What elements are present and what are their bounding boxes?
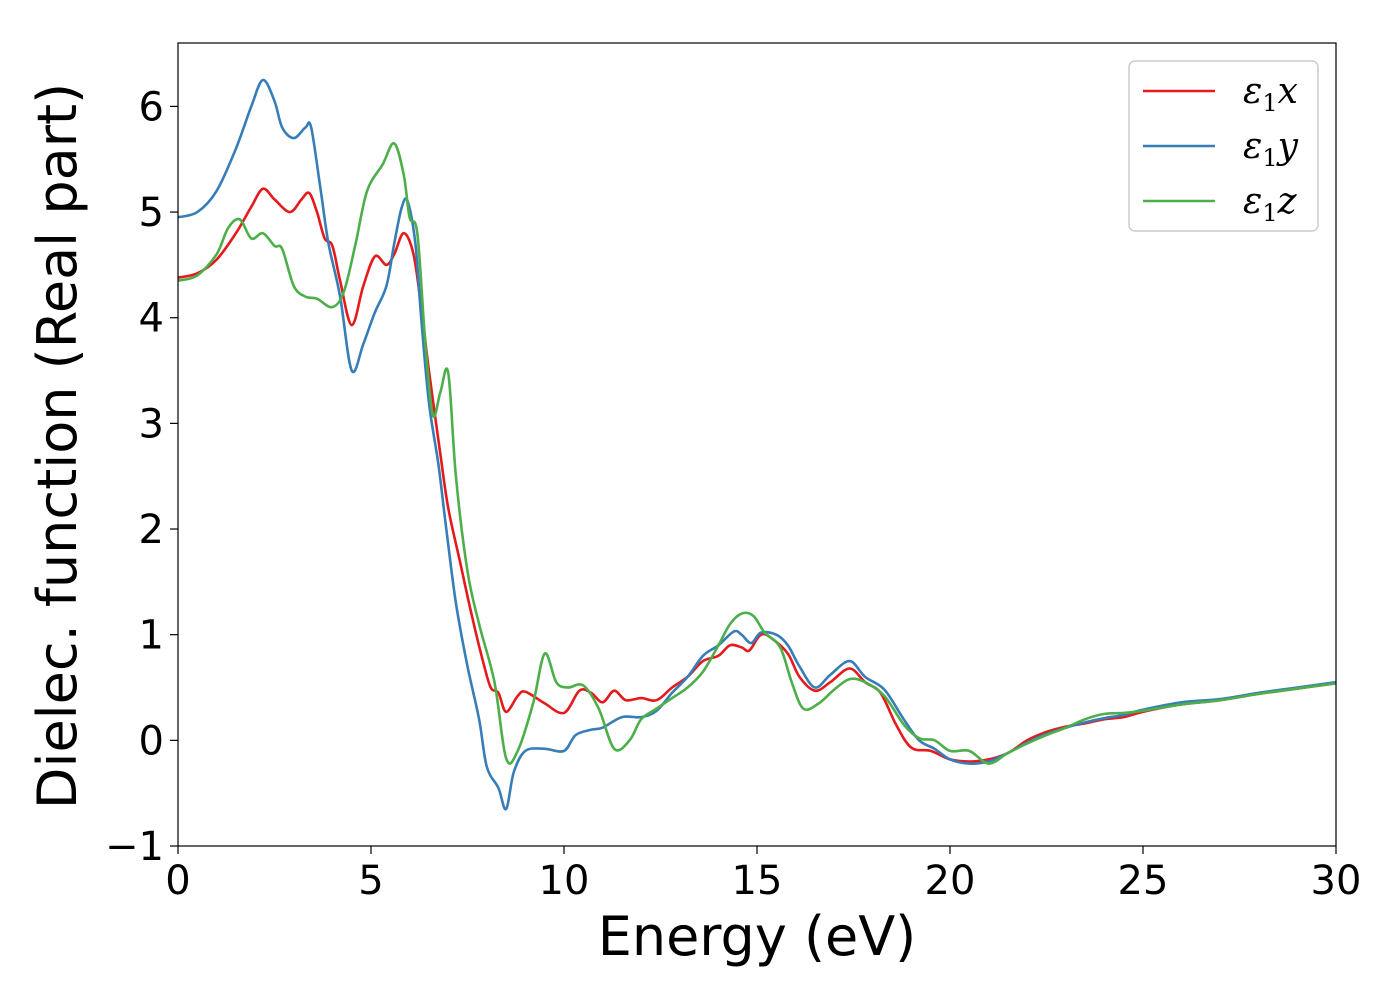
y-tick-label: 1 — [139, 613, 164, 659]
y-tick-label: 2 — [139, 507, 164, 553]
series-layer — [177, 78, 1337, 811]
series-line-z — [177, 142, 1337, 765]
x-tick-label: 30 — [1311, 858, 1362, 904]
y-tick-label: −1 — [105, 824, 164, 870]
y-tick-label: 4 — [139, 296, 164, 342]
series-line-y — [177, 78, 1337, 811]
y-tick-label: 3 — [139, 401, 164, 447]
x-tick-label: 0 — [165, 858, 190, 904]
legend-label-x: ε1x — [1243, 71, 1298, 117]
y-axis-ticks: −1 0 1 2 3 4 5 6 — [105, 84, 178, 870]
x-axis-label: Energy (eV) — [598, 905, 917, 968]
legend-label-y: ε1y — [1243, 126, 1299, 172]
x-axis-ticks: 0 5 10 15 20 25 30 — [165, 846, 1361, 904]
x-tick-label: 10 — [539, 858, 590, 904]
x-tick-label: 25 — [1118, 858, 1169, 904]
y-tick-label: 6 — [139, 84, 164, 130]
y-tick-label: 0 — [139, 718, 164, 764]
x-tick-label: 20 — [925, 858, 976, 904]
x-tick-label: 15 — [732, 858, 783, 904]
y-axis-label: Dielec. function (Real part) — [26, 83, 89, 809]
legend-label-z: ε1z — [1243, 181, 1298, 227]
series-line-x — [177, 187, 1337, 763]
legend: ε1x ε1y ε1z — [1128, 60, 1319, 232]
y-tick-label: 5 — [139, 190, 164, 236]
x-tick-label: 5 — [358, 858, 383, 904]
legend-box — [1128, 60, 1319, 232]
